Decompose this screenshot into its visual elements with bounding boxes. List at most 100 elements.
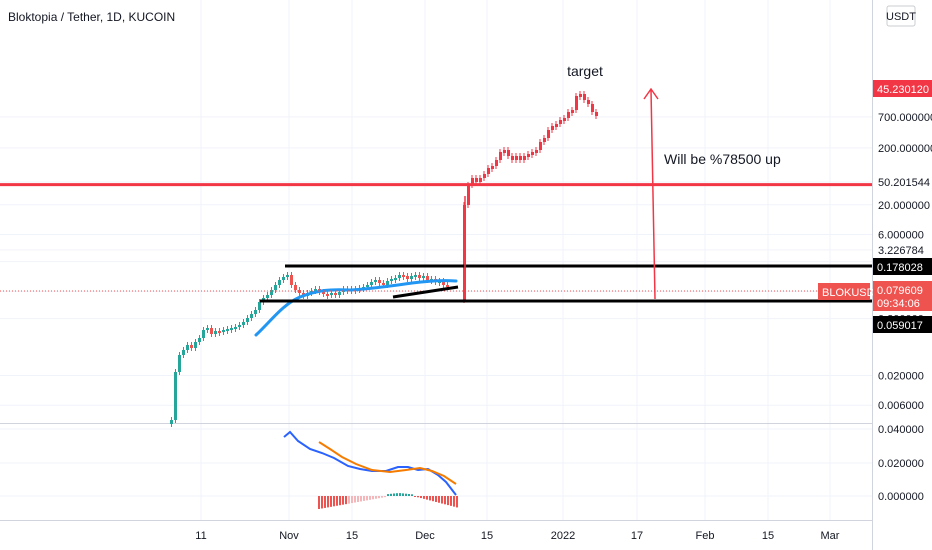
- histogram-bar: [345, 496, 347, 505]
- histogram-bar: [333, 496, 335, 507]
- histogram-bar: [396, 493, 398, 496]
- histogram-bar: [327, 496, 329, 508]
- time-tick-label: 15: [762, 530, 774, 542]
- histogram-bar: [417, 496, 419, 498]
- projection-body: [591, 104, 594, 112]
- histogram-bar: [399, 493, 401, 496]
- price-tick-label: 0.020000: [878, 370, 924, 382]
- histogram-bar: [324, 496, 326, 508]
- symbol-label: BLOKUSDT: [822, 287, 882, 299]
- histogram-bar: [381, 496, 383, 498]
- symbol-badge: [818, 283, 870, 300]
- candle-body: [378, 280, 381, 283]
- histogram-bar: [444, 496, 446, 505]
- indicator-axis: 0.040000 0.020000 0.000000: [878, 424, 924, 503]
- countdown-value: 09:34:06: [877, 298, 920, 310]
- histogram-bar: [366, 496, 368, 501]
- candle-body: [326, 294, 329, 296]
- candle-body: [174, 372, 177, 420]
- candle-body: [446, 285, 449, 287]
- candle-body: [382, 283, 385, 285]
- candle-body: [182, 350, 185, 355]
- candle-body: [214, 331, 217, 334]
- projection-body: [555, 124, 558, 127]
- histogram-bar: [435, 496, 437, 502]
- candle-body: [278, 280, 281, 285]
- projection-body: [523, 156, 526, 160]
- candle-body: [230, 328, 233, 330]
- candle-body: [402, 275, 405, 277]
- projection-body: [507, 150, 510, 156]
- indicator-tick-label: 0.020000: [878, 458, 924, 470]
- projection-body: [515, 156, 518, 160]
- target-label: target: [567, 63, 603, 79]
- candle-body: [194, 342, 197, 348]
- indicator-line-orange: [318, 441, 457, 485]
- projection-body: [495, 160, 498, 166]
- histogram-bar: [414, 496, 416, 497]
- histogram-bar: [411, 494, 413, 496]
- price-tick-label: 6.000000: [878, 230, 924, 242]
- currency-box[interactable]: [886, 5, 916, 27]
- candle-body: [286, 275, 289, 277]
- candle-body: [246, 318, 249, 322]
- time-tick-label: Feb: [696, 530, 715, 542]
- histogram-bar: [420, 496, 422, 499]
- histogram-bar: [390, 493, 392, 496]
- histogram-bar: [336, 496, 338, 506]
- projection-body: [511, 156, 514, 160]
- histogram-bar: [393, 493, 395, 496]
- histogram-bar: [360, 496, 362, 502]
- last-price-badge: [873, 281, 932, 311]
- price-tick-label: 200.000000: [878, 143, 932, 155]
- candle-body: [298, 290, 301, 293]
- histogram-bar: [363, 496, 365, 501]
- candle-body: [294, 285, 297, 290]
- candle-body: [442, 281, 445, 285]
- histogram-bar: [408, 494, 410, 496]
- target-price-badge: [873, 80, 932, 97]
- projection-body: [491, 166, 494, 169]
- candle-body: [266, 295, 269, 298]
- candle-body: [218, 331, 221, 333]
- projection-body: [475, 178, 478, 182]
- histogram-bar: [423, 496, 425, 499]
- candle-body: [338, 292, 341, 295]
- histogram-bar: [378, 496, 380, 499]
- candle-body: [390, 279, 393, 281]
- projection-body: [483, 174, 486, 178]
- projection-body: [535, 150, 538, 153]
- time-axis[interactable]: 11 Nov 15 Dec 15 2022 17 Feb 15 Mar: [195, 530, 840, 542]
- grid: [0, 0, 872, 520]
- candle-body: [178, 355, 181, 372]
- projection-body: [527, 154, 530, 157]
- candle-body: [366, 285, 369, 287]
- projection-body: [563, 118, 566, 121]
- histogram-bar: [453, 496, 455, 507]
- candle-body: [234, 327, 237, 329]
- gain-label: Will be %78500 up: [664, 151, 781, 167]
- projection-body: [547, 130, 550, 138]
- histogram-bar: [351, 496, 353, 504]
- candle-body: [414, 275, 417, 277]
- candle-body: [258, 302, 261, 310]
- indicator-tick-label: 0.000000: [878, 491, 924, 503]
- candle-body: [226, 329, 229, 331]
- candle-body: [274, 285, 277, 290]
- projection-body: [595, 112, 598, 116]
- histogram-bar: [375, 496, 377, 499]
- histogram-bar: [330, 496, 332, 507]
- candle-body: [398, 275, 401, 278]
- lower-level-badge: [873, 316, 932, 333]
- target-arrow[interactable]: [643, 87, 659, 300]
- candle-body: [426, 276, 429, 280]
- last-price-value: 0.079609: [877, 285, 923, 297]
- projection-body: [551, 126, 554, 130]
- candle-body: [370, 282, 373, 285]
- candle-body: [198, 338, 201, 342]
- upper-level-value: 0.178028: [877, 262, 923, 274]
- time-tick-label: 15: [481, 530, 493, 542]
- trend-line[interactable]: [392, 285, 459, 299]
- lower-level-value: 0.059017: [877, 320, 923, 332]
